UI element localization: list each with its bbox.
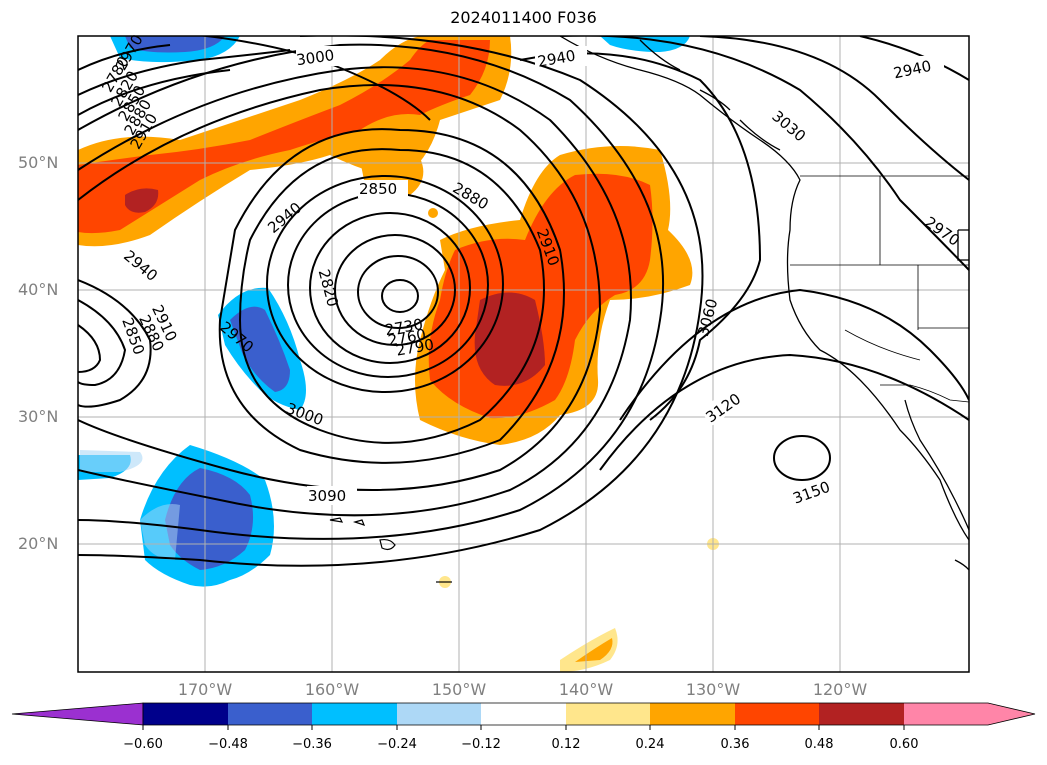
colorbar-tick-label: 0.24 — [635, 737, 665, 752]
colorbar-bin — [228, 703, 312, 725]
colorbar-tick-label: −0.12 — [461, 737, 501, 752]
colorbar-bin — [566, 703, 650, 725]
lon-label: 160°W — [304, 680, 360, 699]
colorbar-bin — [143, 703, 228, 725]
map-border — [77, 35, 970, 673]
colorbar-bin — [819, 703, 904, 725]
lat-label: 20°N — [18, 534, 59, 553]
colorbar-bin — [650, 703, 735, 725]
coastlines — [559, 36, 969, 571]
colorbar-tick-label: −0.24 — [377, 737, 417, 752]
lat-label: 50°N — [18, 153, 59, 172]
colorbar-tick-label: 0.60 — [889, 737, 919, 752]
contour-label: 3000 — [295, 46, 335, 69]
graticule — [78, 36, 969, 672]
colorbar-tick-label: 0.12 — [551, 737, 581, 752]
lat-label: 40°N — [18, 280, 59, 299]
lon-label: 140°W — [558, 680, 614, 699]
colorbar-tick-label: −0.36 — [292, 737, 332, 752]
colorbar-extend-low — [11, 702, 144, 726]
political-borders — [790, 175, 969, 403]
colorbar-bin — [481, 703, 566, 725]
colorbar-bin — [312, 703, 397, 725]
colorbar-bin — [397, 703, 481, 725]
lon-label: 130°W — [685, 680, 741, 699]
map-title: 2024011400 F036 — [450, 8, 597, 27]
colorbar-extend-high — [904, 703, 1035, 725]
colorbar-tick-label: 0.48 — [804, 737, 834, 752]
hawaii-islands — [329, 517, 452, 583]
colorbar-bin — [735, 703, 819, 725]
colorbar-tick-label: 0.36 — [720, 737, 750, 752]
contour-label: 2850 — [359, 180, 397, 198]
lon-label: 150°W — [431, 680, 487, 699]
lon-label: 170°W — [177, 680, 233, 699]
colorbar — [11, 702, 1036, 730]
height-contours — [78, 36, 969, 567]
contour-label: 3090 — [308, 487, 346, 505]
lat-label: 30°N — [18, 407, 59, 426]
lon-label: 120°W — [812, 680, 868, 699]
colorbar-tick-label: −0.60 — [123, 737, 163, 752]
colorbar-tick-label: −0.48 — [208, 737, 248, 752]
